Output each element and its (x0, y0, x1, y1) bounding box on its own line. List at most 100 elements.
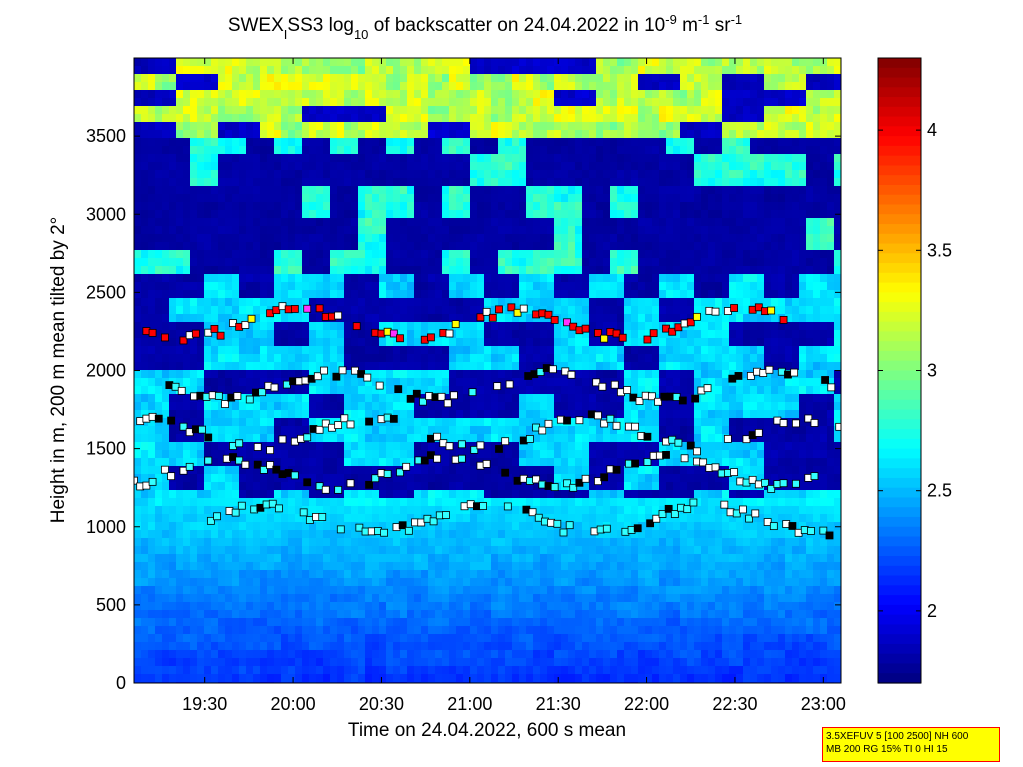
heat-cell-4537 (533, 330, 541, 339)
heat-cell-4293 (512, 274, 520, 283)
heat-cell-2502 (351, 482, 359, 491)
heat-cell-2084 (316, 298, 324, 307)
heat-cell-2493 (351, 410, 359, 419)
heat-cell-2429 (344, 530, 352, 539)
heat-cell-4140 (498, 314, 506, 323)
heat-cell-3117 (407, 346, 415, 355)
heat-cell-3970 (484, 218, 492, 227)
heat-cell-3428 (435, 306, 443, 315)
heat-cell-3008 (400, 106, 408, 115)
heat-cell-3551 (442, 658, 450, 667)
heat-cell-2029 (309, 490, 317, 499)
heat-cell-3960 (484, 138, 492, 147)
heat-cell-3384 (428, 586, 436, 595)
heat-cell-802 (204, 154, 212, 163)
heat-cell-3710 (456, 666, 464, 675)
heat-cell-4902 (568, 90, 576, 99)
heat-cell-171 (148, 162, 156, 171)
heat-cell-3709 (456, 658, 464, 667)
heat-cell-4220 (505, 322, 513, 331)
heat-cell-2998 (393, 658, 401, 667)
heat-cell-1930 (302, 330, 310, 339)
heat-cell-371 (162, 498, 170, 507)
heat-cell-1882 (295, 578, 303, 587)
heat-cell-1085 (225, 522, 233, 531)
heat-cell-2664 (365, 514, 373, 523)
heat-cell-4316 (512, 458, 520, 467)
heat-cell-3611 (449, 506, 457, 515)
heat-cell-1374 (253, 306, 261, 315)
heat-cell-1202 (239, 194, 247, 203)
heat-cell-1158 (232, 474, 240, 483)
heat-cell-2226 (330, 170, 338, 179)
heat-cell-4190 (505, 82, 513, 91)
heat-cell-906 (211, 354, 219, 363)
heat-cell-4405 (519, 538, 527, 547)
heat-cell-2739 (372, 482, 380, 491)
heat-cell-3484 (442, 122, 450, 131)
heat-cell-4283 (512, 194, 520, 203)
heat-cell-644 (190, 154, 198, 163)
heat-cell-1340 (246, 666, 254, 675)
heat-cell-65 (134, 578, 142, 587)
heat-cell-4530 (533, 274, 541, 283)
heat-cell-483 (176, 130, 184, 139)
heat-cell-799 (204, 130, 212, 139)
heat-cell-2647 (365, 378, 373, 387)
heat-cell-3607 (449, 474, 457, 483)
heat-cell-470 (169, 658, 177, 667)
heat-cell-3091 (407, 138, 415, 147)
heat-cell-2286 (330, 650, 338, 659)
heat-cell-1406 (253, 562, 261, 571)
heat-cell-2510 (351, 546, 359, 555)
heat-cell-2247 (330, 338, 338, 347)
heat-cell-2037 (309, 554, 317, 563)
heat-cell-329 (162, 162, 170, 171)
heat-cell-4389 (519, 410, 527, 419)
heat-cell-4430 (526, 106, 534, 115)
heat-cell-4060 (491, 306, 499, 315)
heat-cell-4118 (498, 138, 506, 147)
heat-cell-3626 (449, 626, 457, 635)
heat-cell-1504 (267, 82, 275, 91)
heat-cell-3789 (463, 666, 471, 675)
heat-cell-427 (169, 314, 177, 323)
heat-cell-2382 (344, 154, 352, 163)
heat-cell-333 (162, 194, 170, 203)
heat-cell-4377 (519, 314, 527, 323)
heat-cell-4907 (568, 130, 576, 139)
heat-cell-2977 (393, 490, 401, 499)
heat-cell-1656 (274, 666, 282, 675)
heat-cell-3208 (414, 442, 422, 451)
heat-cell-4003 (484, 482, 492, 491)
heat-cell-3545 (442, 610, 450, 619)
heat-cell-1172 (232, 586, 240, 595)
heat-cell-658 (190, 266, 198, 275)
heat-cell-3815 (470, 242, 478, 251)
heat-cell-2256 (330, 410, 338, 419)
heat-cell-2041 (309, 586, 317, 595)
heat-cell-3498 (442, 234, 450, 243)
heat-cell-341 (162, 258, 170, 267)
heat-cell-3598 (449, 402, 457, 411)
heat-cell-1605 (274, 258, 282, 267)
heat-cell-2678 (365, 626, 373, 635)
heat-cell-1914 (302, 202, 310, 211)
heat-cell-1284 (246, 218, 254, 227)
heat-cell-4089 (491, 538, 499, 547)
heat-cell-4504 (533, 66, 541, 75)
heat-cell-4605 (540, 242, 548, 251)
heat-cell-1981 (309, 106, 317, 115)
heat-cell-3 (134, 82, 142, 91)
heat-cell-4399 (519, 490, 527, 499)
heat-cell-1327 (246, 562, 254, 571)
heat-cell-4298 (512, 314, 520, 323)
heat-cell-2955 (393, 314, 401, 323)
heat-cell-1219 (239, 330, 247, 339)
heat-cell-1137 (232, 306, 240, 315)
heat-cell-2396 (344, 266, 352, 275)
heat-cell-4256 (505, 610, 513, 619)
heat-cell-4933 (568, 338, 576, 347)
heat-cell-4038 (491, 130, 499, 139)
heat-cell-2414 (344, 410, 352, 419)
